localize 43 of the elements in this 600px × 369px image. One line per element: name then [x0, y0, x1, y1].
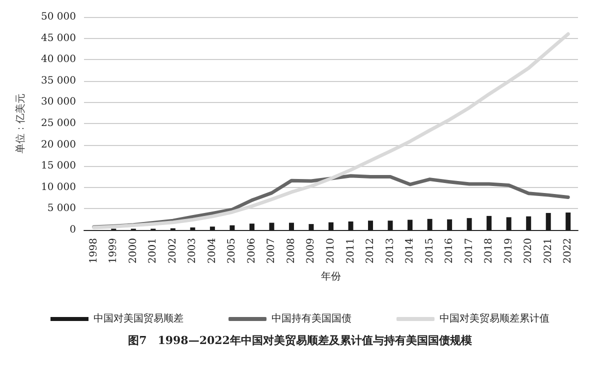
- x-tick-label: 2012: [365, 238, 376, 264]
- x-tick-label: 2003: [187, 238, 198, 264]
- x-tick-label: 1998: [88, 238, 100, 264]
- legend-label: 中国对美国贸易顺差: [94, 312, 184, 324]
- legend-label: 中国对美贸易顺差累计值: [440, 312, 550, 324]
- line-series: [92, 32, 570, 230]
- x-tick-label: 2007: [266, 238, 278, 264]
- x-tick-label: 2020: [523, 238, 534, 264]
- y-tick-label: 50 000: [41, 12, 76, 22]
- x-tick-label: 2013: [384, 238, 396, 264]
- x-tick-label: 2014: [404, 238, 416, 264]
- x-tick-label: 2017: [464, 238, 475, 264]
- x-tick-label: 2009: [306, 238, 317, 264]
- y-axis-title: 单位：亿美元: [14, 94, 26, 154]
- x-tick-label: 2021: [542, 238, 554, 264]
- x-tick-label: 2004: [206, 238, 218, 264]
- x-tick-label: 2010: [326, 238, 336, 264]
- x-tick-label: 2008: [286, 238, 297, 264]
- x-axis-title: 年份: [321, 270, 341, 282]
- y-tick-label: 30 000: [41, 96, 76, 108]
- y-tick-label: 35 000: [41, 75, 76, 86]
- y-tick-label: 20 000: [41, 139, 76, 150]
- x-tick-label: 2002: [167, 238, 178, 264]
- y-tick-label: 40 000: [41, 54, 76, 66]
- legend-label: 中国持有美国国债: [272, 312, 352, 324]
- y-tick-label: 45 000: [41, 32, 76, 44]
- x-tick-label: 2015: [424, 238, 436, 264]
- x-tick-label: 2019: [503, 238, 514, 264]
- x-tick-label: 2016: [444, 238, 456, 264]
- y-tick-label: 15 000: [41, 160, 76, 172]
- text: 图7 1998—2022年中国对美贸易顺差及累计值与持有美国国债规模: [128, 334, 473, 347]
- x-tick-label: 2006: [246, 238, 258, 264]
- x-tick-label: 2005: [226, 238, 238, 264]
- x-tick-label: 1999: [108, 238, 120, 264]
- y-tick-label: 10 000: [41, 182, 76, 193]
- x-tick-label: 2001: [148, 238, 159, 264]
- x-tick-label: 2022: [562, 238, 574, 264]
- x-tick-label: 2018: [484, 238, 495, 264]
- y-tick-label: 0: [70, 224, 76, 236]
- y-tick-label: 25 000: [41, 118, 76, 129]
- y-tick-label: 5 000: [47, 203, 76, 214]
- x-tick-label: 2000: [128, 238, 139, 264]
- x-tick-label: 2011: [345, 238, 356, 264]
